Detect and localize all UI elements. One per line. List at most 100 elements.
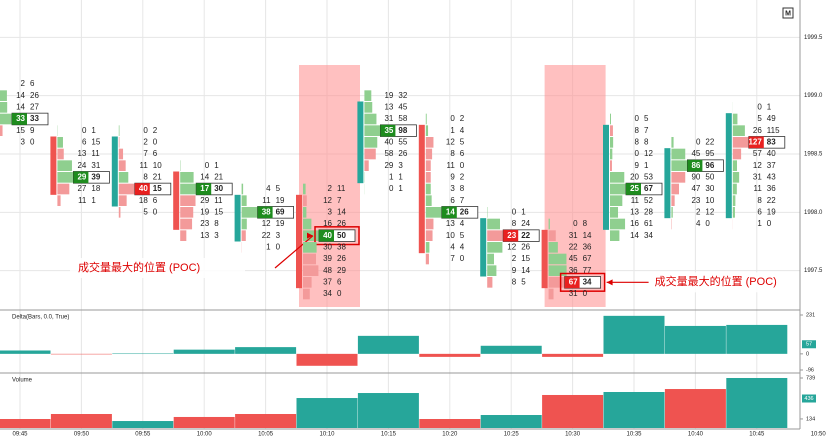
bid-value: 45 [569,254,578,263]
level-volume [487,230,506,241]
bid-value: 12 [507,242,516,251]
ask-value: 53 [644,172,653,181]
bar [480,415,542,428]
level-volume [425,230,433,241]
bar [296,398,358,428]
bid-value: 27 [77,184,86,193]
bid-value: 2 [328,184,333,193]
bid-value: 0 [389,184,394,193]
ask-value: 61 [644,219,653,228]
volume-title: Volume [12,378,33,384]
toolbar-icon[interactable] [782,7,794,19]
bid-value: 7 [143,149,148,158]
level-volume [671,183,680,195]
level-volume [671,160,690,171]
level-volume [303,195,307,206]
candle-body [725,113,732,219]
level-volume [610,160,612,171]
level-volume [732,125,745,136]
ask-value: 11 [91,149,100,158]
level-volume [732,113,738,125]
y-tick-label: 739 [806,375,815,381]
level-volume [671,207,673,218]
ask-value: 115 [767,126,780,135]
level-volume [548,277,565,288]
level-volume [425,137,434,148]
level-volume [610,172,625,183]
bar [357,393,419,428]
level-volume [180,230,187,241]
ask-value: 1 [91,196,96,205]
ask-value: 0 [767,219,772,228]
level-volume [118,137,120,148]
x-tick-label: 09:50 [74,432,90,438]
bid-value: 13 [384,102,393,111]
level-volume [425,172,431,183]
ask-value: 8 [460,184,465,193]
candle-body [234,194,241,242]
level-volume [241,195,247,206]
ask-value: 28 [644,207,653,216]
bid-value: 40 [139,184,148,193]
bid-value: 31 [384,114,393,123]
ask-value: 50 [705,172,714,181]
bid-value: 29 [384,161,393,170]
level-volume [303,253,316,265]
bid-value: 6 [450,196,455,205]
ask-value: 22 [767,196,776,205]
bid-value: 11 [446,161,455,170]
level-volume [364,90,372,101]
level-volume [241,207,260,218]
bid-value: 13 [630,207,639,216]
ask-value: 95 [705,149,714,158]
ask-value: 77 [583,266,592,275]
ask-value: 1 [398,184,403,193]
bid-value: 18 [139,196,148,205]
level-volume [118,125,120,136]
poc-fill [134,183,150,195]
level-volume [118,160,126,171]
ask-value: 5 [276,184,281,193]
last-value-box [802,340,816,349]
level-volume [57,195,61,206]
ask-value: 22 [521,231,530,240]
y-tick-label: 134 [806,416,815,422]
ask-value: 0 [460,161,465,170]
ask-value: 15 [91,137,100,146]
ask-value: 4 [460,242,465,251]
ask-value: 0 [276,242,281,251]
bar [357,335,419,354]
ask-value: 6 [153,196,158,205]
bid-value: 12 [262,219,271,228]
bid-value: 11 [78,196,87,205]
ask-value: 12 [705,207,714,216]
bid-value: 45 [691,149,700,158]
ask-value: 21 [153,172,162,181]
candle-body [418,124,425,254]
ask-value: 6 [460,149,465,158]
ask-value: 67 [583,254,592,263]
bid-value: 24 [77,161,86,170]
level-volume [548,253,567,265]
bid-value: 22 [569,242,578,251]
bid-value: 0 [450,114,455,123]
bid-value: 11 [262,196,271,205]
ask-value: 50 [337,231,346,240]
ask-value: 24 [521,219,530,228]
poc-fill [196,183,212,195]
x-tick-label: 10:35 [626,432,642,438]
bid-value: 2 [512,254,517,263]
ask-value: 19 [767,207,776,216]
bid-value: 23 [200,219,209,228]
candle-body [480,218,487,277]
ask-value: 12 [644,149,653,158]
poc-callout-box [314,226,360,246]
candle-body [357,101,364,184]
level-volume [487,277,493,288]
x-tick-label: 10:25 [504,432,520,438]
ask-value: 15 [521,254,530,263]
ask-value: 30 [705,184,714,193]
x-tick-label: 10:10 [319,432,335,438]
level-volume [732,148,742,160]
bid-value: 34 [323,289,332,298]
